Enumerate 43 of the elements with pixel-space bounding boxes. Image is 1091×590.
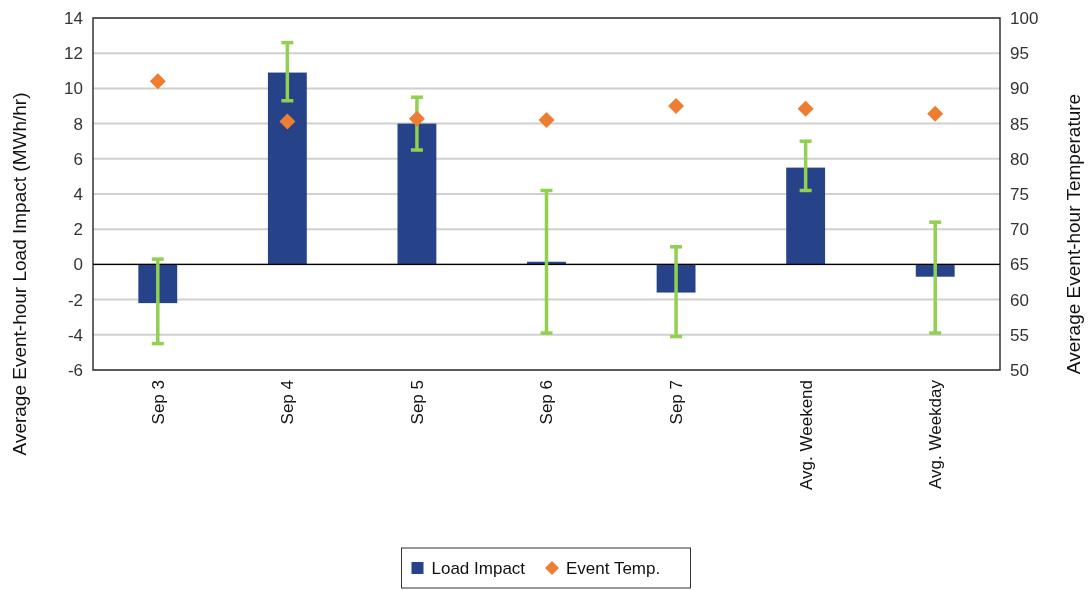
point: [279, 113, 296, 130]
y2-tick-label: 70: [1010, 220, 1029, 240]
bar: [786, 167, 826, 265]
point: [797, 100, 814, 117]
x-tick-label: Avg. Weekend: [796, 380, 816, 490]
legend-label: Event Temp.: [566, 558, 661, 578]
y-tick-label: 10: [64, 79, 83, 99]
x-tick-label: Sep 6: [537, 380, 557, 425]
y2-tick-label: 50: [1010, 360, 1029, 380]
point: [149, 73, 166, 90]
y-tick-label: 12: [64, 44, 83, 64]
x-tick-label: Sep 7: [667, 380, 687, 425]
bar: [267, 72, 307, 265]
y2-tick-label: 65: [1010, 255, 1029, 275]
y-tick-label: -4: [67, 325, 83, 345]
point: [538, 112, 555, 129]
y-tick-label: 8: [73, 114, 83, 134]
y2-axis-title: Average Event-hour Temperature: [1063, 93, 1084, 375]
y2-tick-label: 75: [1010, 184, 1029, 204]
y2-tick-label: 95: [1010, 44, 1029, 64]
y2-tick-label: 55: [1010, 325, 1029, 345]
x-tick-label: Sep 3: [148, 380, 168, 425]
y-tick-label: 0: [73, 255, 83, 275]
y-tick-label: 14: [64, 8, 83, 28]
y2-tick-label: 80: [1010, 149, 1029, 169]
y2-tick-label: 90: [1010, 79, 1029, 99]
y-tick-label: 6: [73, 149, 83, 169]
x-tick-label: Avg. Weekday: [926, 379, 946, 489]
bar: [397, 123, 437, 265]
y2-tick-label: 100: [1010, 8, 1039, 28]
y-tick-label: 2: [73, 220, 83, 240]
y-axis-title: Average Event-hour Load Impact (MWh/hr): [9, 92, 30, 456]
y2-tick-label: 85: [1010, 114, 1029, 134]
x-tick-label: Sep 5: [407, 380, 427, 425]
point: [927, 105, 944, 122]
legend-label: Load Impact: [431, 558, 526, 578]
point: [408, 110, 425, 127]
x-tick-label: Sep 4: [278, 380, 298, 425]
y-tick-label: -2: [67, 290, 83, 310]
y-tick-label: 4: [73, 184, 83, 204]
point: [668, 98, 685, 114]
y-tick-label: -6: [67, 360, 83, 380]
y2-tick-label: 60: [1010, 290, 1029, 310]
